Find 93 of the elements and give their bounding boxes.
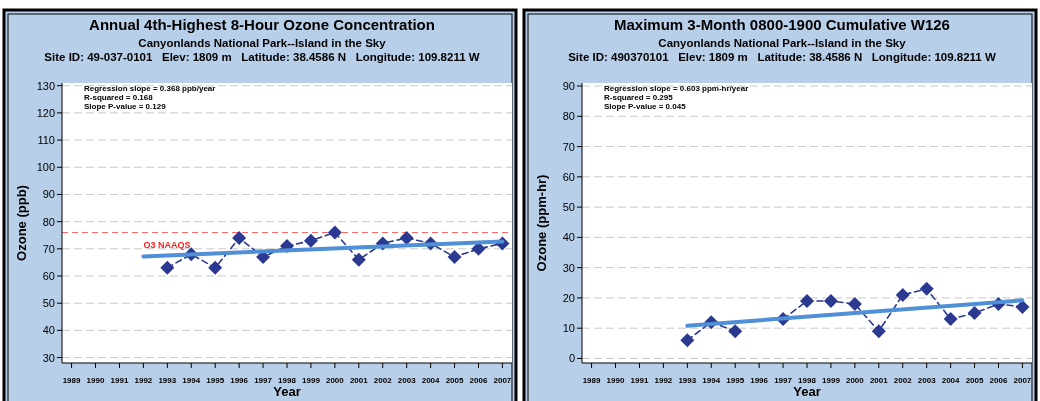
annotation: R-squared = 0.168 xyxy=(84,93,154,102)
x-axis-title: Year xyxy=(273,384,301,399)
y-tick-label: 110 xyxy=(37,134,55,147)
y-tick-label: 130 xyxy=(36,79,55,92)
x-tick-label: 2005 xyxy=(965,376,984,385)
point xyxy=(303,233,318,248)
annotation: Slope P-value = 0.045 xyxy=(604,102,687,111)
x-tick-label: 1999 xyxy=(822,376,841,385)
x-tick-label: 1999 xyxy=(302,376,321,385)
y-tick-label: 30 xyxy=(42,351,55,364)
point xyxy=(160,260,175,275)
x-tick-label: 2002 xyxy=(893,376,913,385)
x-tick-label: 1991 xyxy=(110,376,129,385)
x-tick-label: 2003 xyxy=(917,376,937,385)
x-tick-label: 1992 xyxy=(654,376,673,385)
y-tick-label: 90 xyxy=(562,80,575,93)
chart-title: Annual 4th-Highest 8-Hour Ozone Concentration xyxy=(89,16,435,33)
point xyxy=(1015,300,1030,314)
x-tick-label: 2004 xyxy=(941,376,961,385)
x-tick-label: 2004 xyxy=(421,376,441,385)
x-tick-label: 2000 xyxy=(845,376,865,385)
point xyxy=(232,230,247,245)
x-tick-label: 1996 xyxy=(230,376,249,385)
point xyxy=(967,306,982,321)
annotation: Regression slope = 0.603 ppm-hr/year xyxy=(604,84,749,93)
y-tick-label: 70 xyxy=(562,140,575,153)
point xyxy=(447,249,462,264)
y-tick-label: 30 xyxy=(562,261,575,274)
y-tick-label: 70 xyxy=(42,242,55,255)
y-tick-label: 10 xyxy=(562,322,575,335)
x-tick-label: 1989 xyxy=(62,376,82,385)
x-tick-label: 1995 xyxy=(206,376,225,385)
x-tick-label: 2000 xyxy=(325,376,345,385)
point xyxy=(871,324,886,339)
y-tick-label: 60 xyxy=(562,170,575,183)
point xyxy=(399,230,414,245)
x-tick-label: 2006 xyxy=(469,376,488,385)
point xyxy=(351,252,366,267)
x-tick-label: 1995 xyxy=(726,376,745,385)
x-tick-label: 2007 xyxy=(493,376,512,385)
x-tick-label: 2006 xyxy=(989,376,1008,385)
x-tick-label: 1991 xyxy=(630,376,649,385)
y-tick-label: 100 xyxy=(36,161,55,174)
ref-line-label: O3 NAAQS xyxy=(143,239,191,250)
annotation: Regression slope = 0.368 ppb/year xyxy=(84,84,216,93)
x-tick-label: 1994 xyxy=(702,376,721,385)
annotation: R-squared = 0.295 xyxy=(604,93,674,102)
y-tick-label: 50 xyxy=(42,297,55,310)
y-tick-label: 120 xyxy=(36,106,55,119)
x-tick-label: 1998 xyxy=(278,376,297,385)
chart-subtitle: Canyonlands National Park--Island in the Sky Site ID: 49-037-0101 Elev: 1809 m Latitude: 38.4586 N Longitude: 109.8211 W xyxy=(44,37,480,63)
y-axis-title: Ozone (ppb) xyxy=(14,185,29,261)
x-tick-label: 1997 xyxy=(774,376,793,385)
x-tick-label: 1997 xyxy=(254,376,273,385)
x-tick-label: 1994 xyxy=(182,376,201,385)
x-tick-label: 2002 xyxy=(373,376,393,385)
y-tick-label: 80 xyxy=(562,110,575,123)
y-tick-label: 40 xyxy=(562,231,575,244)
x-tick-label: 1989 xyxy=(582,376,602,385)
x-axis-title: Year xyxy=(793,384,821,399)
x-tick-label: 1998 xyxy=(798,376,817,385)
y-axis-title: Ozone (ppm-hr) xyxy=(534,174,549,272)
y-tick-label: 60 xyxy=(42,270,55,283)
annotation: Slope P-value = 0.129 xyxy=(84,102,167,111)
point xyxy=(823,293,838,308)
point xyxy=(800,293,814,308)
point xyxy=(847,296,862,311)
x-tick-label: 2001 xyxy=(349,376,369,385)
y-tick-label: 0 xyxy=(568,352,575,365)
point xyxy=(895,287,910,302)
chart-subtitle: Canyonlands National Park--Island in the Sky Site ID: 490370101 Elev: 1809 m Latitude: 38.4586 N Longitude: 109.8211 W xyxy=(568,37,996,63)
y-tick-label: 90 xyxy=(42,188,55,201)
x-tick-label: 1996 xyxy=(750,376,769,385)
point xyxy=(919,281,934,296)
x-tick-label: 2003 xyxy=(397,376,417,385)
x-tick-label: 1993 xyxy=(158,376,177,385)
x-tick-label: 2001 xyxy=(869,376,889,385)
x-tick-label: 1993 xyxy=(678,376,697,385)
x-tick-label: 1990 xyxy=(86,376,105,385)
point xyxy=(208,260,223,275)
y-tick-label: 20 xyxy=(562,291,575,304)
point xyxy=(728,324,743,339)
chart-title: Maximum 3-Month 0800-1900 Cumulative W126 xyxy=(614,16,950,33)
point xyxy=(680,333,695,348)
x-tick-label: 1992 xyxy=(134,376,153,385)
y-tick-label: 80 xyxy=(42,215,55,228)
x-tick-label: 1990 xyxy=(606,376,625,385)
point xyxy=(943,312,958,327)
y-tick-label: 40 xyxy=(42,324,55,337)
point xyxy=(327,225,342,240)
x-tick-label: 2005 xyxy=(445,376,464,385)
y-tick-label: 50 xyxy=(562,201,575,214)
x-tick-label: 2007 xyxy=(1013,376,1032,385)
